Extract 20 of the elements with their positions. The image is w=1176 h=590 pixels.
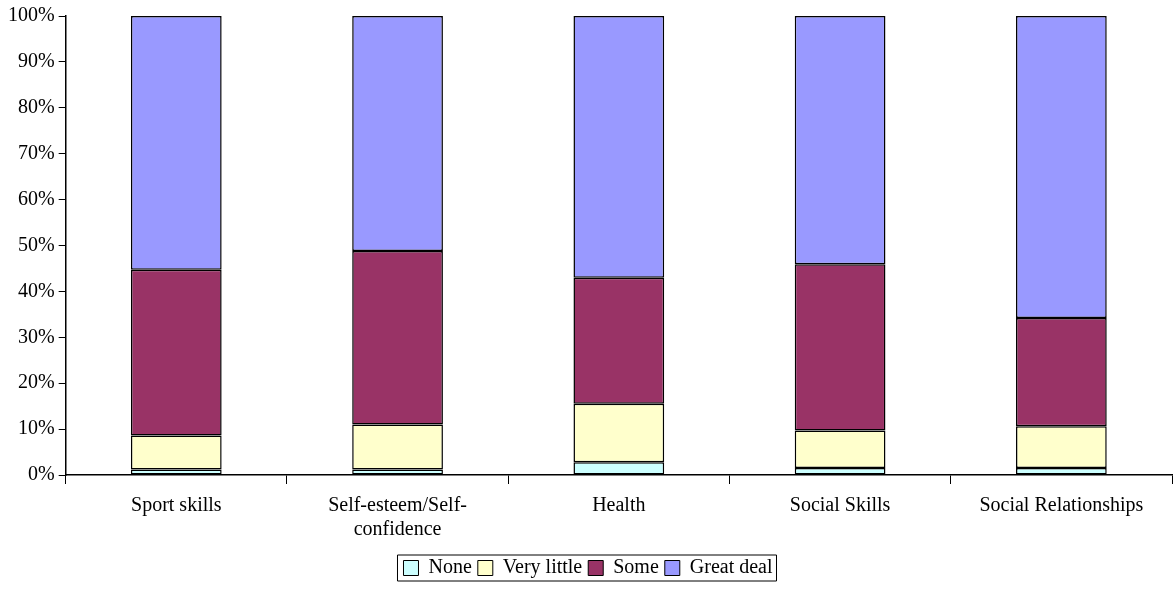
x-tick-label: Health [592, 493, 646, 516]
y-tick-label: 0% [27, 462, 55, 485]
y-tick-label: 100% [7, 3, 55, 26]
y-tick-label: 60% [17, 186, 55, 209]
y-tick-label: 80% [17, 95, 55, 118]
x-tick-label: Social Relationships [979, 493, 1144, 517]
x-tick-label: Self-esteem/Self-confidence [328, 493, 467, 540]
x-tick-label: Social Skills [789, 493, 891, 516]
legend-label: Some [613, 555, 659, 578]
y-tick-label: 50% [17, 232, 55, 255]
y-tick-label: 20% [17, 370, 55, 393]
y-tick-label: 30% [17, 324, 55, 347]
y-tick-label: 90% [17, 49, 55, 72]
legend-label: Very little [502, 555, 583, 579]
y-tick-label: 70% [17, 140, 55, 163]
x-tick-label: Sport skills [131, 493, 222, 517]
y-tick-label: 40% [17, 278, 55, 301]
legend-label: None [428, 555, 472, 578]
y-tick-label: 10% [17, 416, 55, 439]
legend-label: Great deal [689, 555, 773, 578]
